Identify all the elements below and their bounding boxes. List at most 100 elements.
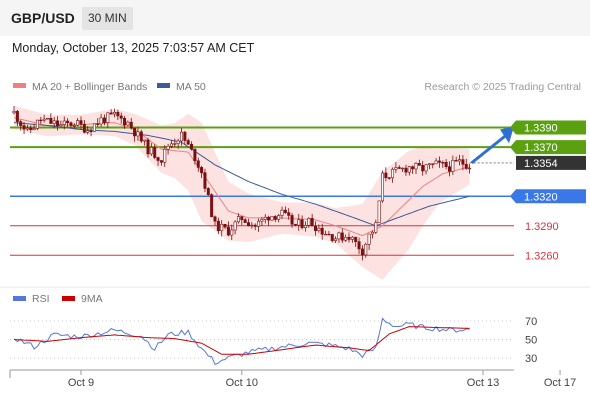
candle-body (203, 172, 207, 189)
rsi-tick-label: 50 (525, 335, 537, 347)
candle-body (447, 166, 451, 172)
candle-body (377, 200, 381, 223)
candle-body (106, 112, 110, 123)
resistance-badge (510, 120, 586, 135)
candle-body (99, 117, 103, 125)
candle-body (183, 131, 187, 141)
candle-body (76, 120, 80, 126)
candle-body (42, 118, 46, 121)
candle-body (277, 215, 281, 220)
datetime-label: Monday, October 13, 2025 7:03:57 AM CET (12, 41, 255, 55)
ma50-line (13, 122, 470, 227)
candle-body (52, 120, 56, 124)
candle-body (354, 236, 358, 242)
candle-body (253, 224, 257, 227)
forecast-arrow-head (500, 126, 514, 144)
candle-body (458, 159, 462, 162)
candle-body (297, 219, 301, 226)
candle-body (324, 233, 328, 236)
candle-body (12, 111, 16, 114)
candle-body (451, 160, 455, 172)
legend-label: MA 50 (176, 81, 206, 93)
candle-body (247, 222, 251, 227)
candle-body (45, 118, 49, 120)
candle-body (86, 130, 90, 133)
candle-body (270, 216, 274, 221)
candle-body (119, 115, 123, 119)
candle-body (327, 233, 331, 236)
support-label: 1.3260 (525, 250, 559, 262)
candle-body (243, 219, 247, 223)
candle-body (163, 148, 167, 163)
candle-body (193, 148, 197, 162)
candle-body (303, 225, 307, 229)
legend-swatch (13, 83, 26, 88)
candle-body (143, 139, 147, 142)
candle-body (444, 162, 448, 168)
candle-body (72, 125, 76, 127)
x-axis-tick-label: Oct 10 (226, 377, 258, 389)
candle-body (380, 172, 384, 202)
candle-body (89, 130, 93, 132)
credit-text: Research © 2025 Trading Central (424, 81, 581, 93)
candle-body (461, 159, 465, 165)
candle-body (401, 167, 405, 170)
candle-body (240, 216, 244, 221)
candle-body (233, 221, 237, 231)
candle-body (257, 220, 261, 227)
candle-body (340, 232, 344, 241)
candle-body (116, 111, 120, 117)
candle-body (391, 168, 395, 179)
candle-body (267, 216, 271, 221)
rsi-legend-label: RSI (32, 293, 50, 305)
candle-body (223, 223, 227, 228)
candle-body (39, 119, 43, 122)
rsi-legend-swatch (13, 296, 26, 301)
timeframe-badge[interactable]: 30 MIN (82, 7, 133, 30)
candle-body (123, 117, 127, 126)
candle-body (263, 216, 267, 220)
candle-body (236, 216, 240, 223)
candle-body (69, 122, 73, 126)
pivot-badge (510, 189, 586, 204)
candle-body (49, 118, 53, 124)
candle-body (190, 143, 194, 150)
currency-pair-title: GBP/USD (11, 10, 75, 26)
candle-body (250, 224, 254, 227)
candle-body (283, 209, 287, 213)
candle-body (29, 127, 33, 130)
candle-body (387, 177, 391, 179)
candle-body (364, 243, 368, 256)
candle-body (19, 121, 23, 126)
pivot-label: 1.3320 (524, 191, 558, 203)
candle-body (414, 163, 418, 170)
candle-body (35, 119, 39, 129)
candle-body (129, 121, 133, 129)
resistance-badge (510, 140, 586, 155)
legend-label: MA 20 + Bollinger Bands (32, 81, 147, 93)
candle-body (109, 112, 113, 115)
candle-body (15, 111, 19, 122)
candle-body (25, 127, 29, 130)
candle-body (337, 232, 341, 240)
candle-body (374, 222, 378, 233)
resistance-label: 1.3390 (524, 123, 558, 135)
candle-body (32, 128, 36, 130)
candle-body (287, 212, 291, 216)
candle-body (464, 164, 468, 169)
candle-body (317, 227, 321, 231)
candle-body (441, 162, 445, 164)
candle-body (334, 238, 338, 241)
candle-body (273, 216, 277, 220)
rsi-tick-label: 70 (525, 316, 537, 328)
candle-body (260, 219, 264, 222)
candle-body (290, 215, 294, 225)
x-axis-tick-label: Oct 13 (467, 377, 499, 389)
candle-body (79, 120, 83, 125)
candle-body (146, 139, 150, 155)
bollinger-bands-area (14, 105, 470, 280)
candle-body (230, 229, 234, 236)
candle-body (149, 147, 153, 155)
candle-body (384, 172, 388, 179)
current-price-badge (516, 155, 586, 170)
